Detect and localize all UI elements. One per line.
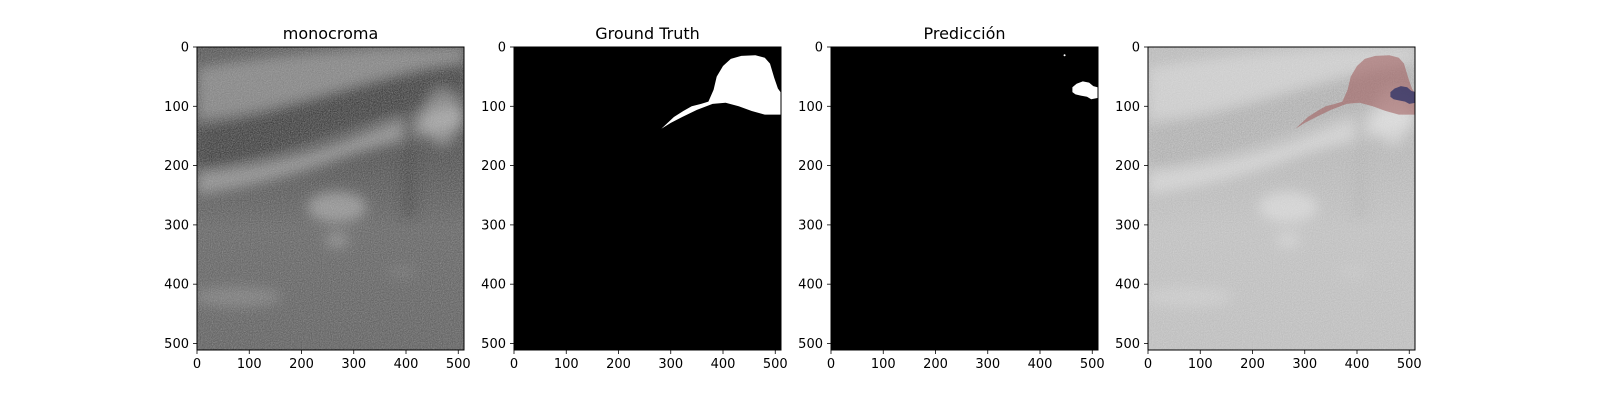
axis-ticks: 0 100 200 300 400 500 0 100 200 300 400 500 0 100 200 3… (164, 41, 1421, 373)
x-tick-label: 100 (871, 357, 896, 372)
x-tick-label: 200 (289, 357, 314, 372)
y-tick-label: 200 (481, 159, 506, 174)
x-tick-label: 300 (658, 357, 683, 372)
y-tick-label: 500 (798, 337, 823, 352)
y-tick-label: 100 (1115, 100, 1140, 115)
overlay-ground-truth-region (1295, 55, 1415, 129)
x-tick-label: 0 (827, 357, 835, 372)
y-tick-label: 500 (164, 337, 189, 352)
y-tick-label: 500 (481, 337, 506, 352)
overlay-prediction-region (1390, 86, 1416, 104)
y-tick-label: 200 (164, 159, 189, 174)
y-tick-label: 200 (1115, 159, 1140, 174)
y-tick-label: 100 (798, 100, 823, 115)
y-tick-label: 300 (798, 218, 823, 233)
x-tick-label: 400 (1028, 357, 1053, 372)
x-tick-label: 300 (1292, 357, 1317, 372)
axes-frame (513, 46, 782, 351)
y-tick-label: 300 (1115, 218, 1140, 233)
x-tick-label: 200 (1240, 357, 1265, 372)
subplot-ground-truth (513, 46, 782, 351)
x-tick-label: 500 (763, 357, 788, 372)
y-tick-label: 0 (498, 41, 506, 56)
x-tick-label: 400 (394, 357, 419, 372)
x-tick-label: 0 (510, 357, 518, 372)
y-tick-label: 200 (798, 159, 823, 174)
prediction-speck (1063, 54, 1066, 57)
y-tick-label: 0 (181, 41, 189, 56)
x-tick-label: 400 (1345, 357, 1370, 372)
x-tick-label: 300 (975, 357, 1000, 372)
y-tick-label: 0 (1132, 41, 1140, 56)
x-tick-label: 500 (1080, 357, 1105, 372)
ground-truth-mask (661, 55, 781, 129)
y-tick-label: 100 (481, 100, 506, 115)
x-tick-label: 100 (554, 357, 579, 372)
x-tick-label: 200 (923, 357, 948, 372)
axes-frame (830, 46, 1099, 351)
axes-frame (196, 46, 465, 351)
y-tick-label: 100 (164, 100, 189, 115)
y-tick-label: 300 (481, 218, 506, 233)
x-tick-label: 0 (1144, 357, 1152, 372)
subplot-prediccion (830, 46, 1099, 351)
x-tick-label: 400 (711, 357, 736, 372)
y-tick-label: 400 (798, 278, 823, 293)
x-tick-label: 100 (1188, 357, 1213, 372)
x-tick-label: 0 (193, 357, 201, 372)
x-tick-label: 500 (446, 357, 471, 372)
subplot-title: monocroma (283, 24, 379, 43)
x-tick-label: 200 (606, 357, 631, 372)
y-tick-label: 400 (1115, 278, 1140, 293)
x-tick-label: 500 (1397, 357, 1422, 372)
y-tick-label: 500 (1115, 337, 1140, 352)
x-tick-label: 300 (341, 357, 366, 372)
axes-frame (1147, 46, 1416, 351)
y-tick-label: 0 (815, 41, 823, 56)
prediction-mask (1072, 81, 1098, 100)
x-tick-label: 100 (237, 357, 262, 372)
subplot-title: Ground Truth (595, 24, 700, 43)
subplot-title: Predicción (923, 24, 1005, 43)
y-tick-label: 300 (164, 218, 189, 233)
subplot-overlay (1147, 46, 1416, 351)
y-tick-label: 400 (164, 278, 189, 293)
subplot-monocroma (196, 46, 465, 351)
y-tick-label: 400 (481, 278, 506, 293)
